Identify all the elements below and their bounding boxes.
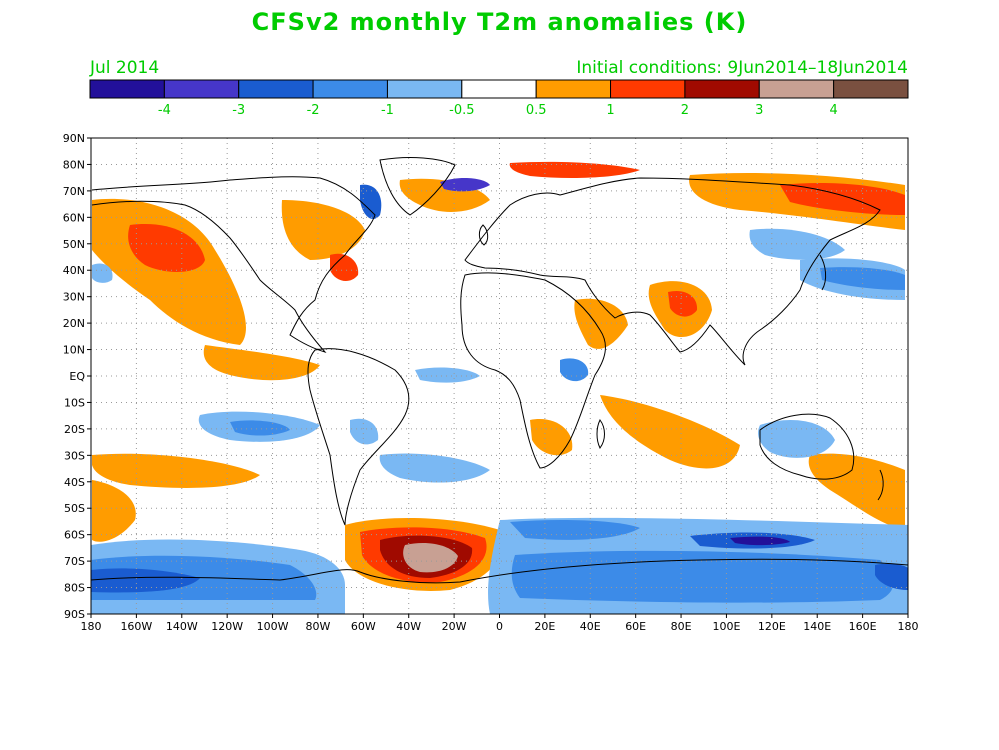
legend-tick-label: 2 — [681, 103, 689, 118]
warm-anomaly-region — [92, 480, 136, 542]
latitude-label: 30S — [64, 449, 85, 462]
cool-anomaly-region — [730, 536, 790, 546]
longitude-label: 60W — [351, 620, 376, 633]
latitude-label: 80N — [63, 158, 85, 171]
latitude-label: 60N — [63, 211, 85, 224]
legend-tick-label: -1 — [381, 103, 394, 118]
longitude-label: 40W — [396, 620, 421, 633]
warm-anomaly-region — [128, 224, 205, 272]
coastline-madagascar — [596, 419, 605, 449]
cool-anomaly-region — [360, 184, 382, 220]
longitude-label: 100E — [712, 620, 740, 633]
coastline-north-america — [91, 176, 376, 353]
legend-tick-label: 4 — [829, 103, 837, 118]
latitude-label: 50N — [63, 238, 85, 251]
longitude-label: 20W — [442, 620, 467, 633]
month-label: Jul 2014 — [90, 58, 160, 78]
latitude-label: 20S — [64, 423, 85, 436]
color-legend: -4 -3 -2 -1 -0.5 0.5 1 2 3 4 — [89, 79, 909, 118]
coastline-uk — [478, 224, 489, 246]
longitude-label: 140W — [166, 620, 198, 633]
chart-title: CFSv2 monthly T2m anomalies (K) — [251, 8, 748, 36]
warm-anomaly-region — [509, 161, 640, 178]
anomaly-map: 90N 80N 70N 60N 50N 40N 30N 20N 10N EQ 10S 20S 30S 40… — [63, 132, 919, 633]
latitude-label: 90N — [63, 132, 85, 145]
legend-tick-label: -4 — [158, 103, 171, 118]
coastline-new-zealand — [877, 469, 884, 501]
latitude-label: 20N — [63, 317, 85, 330]
legend-tick-label: 3 — [755, 103, 763, 118]
warm-anomaly-region — [668, 290, 698, 317]
cool-anomaly-region — [415, 367, 480, 383]
longitude-label: 60E — [625, 620, 646, 633]
warm-anomaly-region — [403, 543, 458, 573]
latitude-label: 60S — [64, 529, 85, 542]
longitude-label: 140E — [803, 620, 831, 633]
coastline-antarctica — [91, 558, 908, 584]
legend-tick-label: -3 — [232, 103, 245, 118]
longitude-label: 160E — [849, 620, 877, 633]
latitude-label: 10S — [64, 396, 85, 409]
legend-swatch — [833, 79, 909, 99]
coastline-australia — [759, 413, 855, 480]
longitude-label: 120E — [758, 620, 786, 633]
warm-anomaly-region — [330, 253, 359, 282]
coastline-greenland — [379, 157, 456, 216]
latitude-label: 50S — [64, 502, 85, 515]
legend-tick-label: 0.5 — [526, 103, 547, 118]
coastline-europe-asia — [464, 177, 881, 366]
coastline-africa — [460, 272, 606, 469]
cool-anomaly-region — [379, 453, 490, 483]
longitude-label: 40E — [580, 620, 601, 633]
initial-conditions-label: Initial conditions: 9Jun2014–18Jun2014 — [576, 58, 908, 78]
longitude-label: 160W — [120, 620, 152, 633]
cool-anomaly-region — [350, 418, 379, 445]
latitude-label: 30N — [63, 291, 85, 304]
coastlines — [91, 157, 908, 584]
longitude-label: 0 — [496, 620, 503, 633]
cool-anomaly-region — [230, 420, 290, 436]
longitude-axis: 180 160W 140W 120W 100W 80W 60W 40W 20W 0 20E 40E 60… — [81, 614, 919, 633]
cool-anomaly-region — [560, 358, 589, 382]
warm-anomaly-region — [574, 298, 628, 349]
graticule — [91, 138, 908, 614]
cool-anomaly-region — [511, 550, 894, 603]
latitude-label: 40S — [64, 476, 85, 489]
latitude-axis: 90N 80N 70N 60N 50N 40N 30N 20N 10N EQ 10S 20S 30S 40… — [63, 132, 91, 621]
warm-anomaly-region — [530, 419, 573, 456]
longitude-label: 20E — [534, 620, 555, 633]
longitude-label: 180 — [81, 620, 102, 633]
longitude-label: 180 — [898, 620, 919, 633]
longitude-label: 80E — [671, 620, 692, 633]
warm-anomaly-region — [203, 345, 320, 381]
legend-tick-label: -0.5 — [449, 103, 474, 118]
cool-anomaly-region — [758, 420, 835, 458]
anomaly-fields — [91, 161, 908, 614]
cool-anomaly-region — [440, 178, 490, 192]
latitude-label: 10N — [63, 344, 85, 357]
coastline-south-america — [307, 348, 410, 526]
latitude-label: 40N — [63, 264, 85, 277]
latitude-label: 80S — [64, 582, 85, 595]
longitude-label: 100W — [257, 620, 289, 633]
legend-tick-label: -2 — [307, 103, 320, 118]
warm-anomaly-region — [281, 200, 365, 260]
legend-tick-label: 1 — [606, 103, 614, 118]
latitude-label: 70S — [64, 555, 85, 568]
latitude-label: 90S — [64, 608, 85, 621]
warm-anomaly-region — [92, 453, 260, 488]
coastline-japan — [819, 254, 827, 291]
cool-anomaly-region — [91, 568, 200, 593]
latitude-label: EQ — [69, 370, 85, 383]
cool-anomaly-region — [875, 563, 908, 590]
latitude-label: 70N — [63, 185, 85, 198]
longitude-label: 80W — [306, 620, 331, 633]
cool-anomaly-region — [510, 520, 640, 540]
longitude-label: 120W — [211, 620, 243, 633]
warm-anomaly-region — [600, 395, 740, 469]
cool-anomaly-region — [92, 263, 113, 283]
